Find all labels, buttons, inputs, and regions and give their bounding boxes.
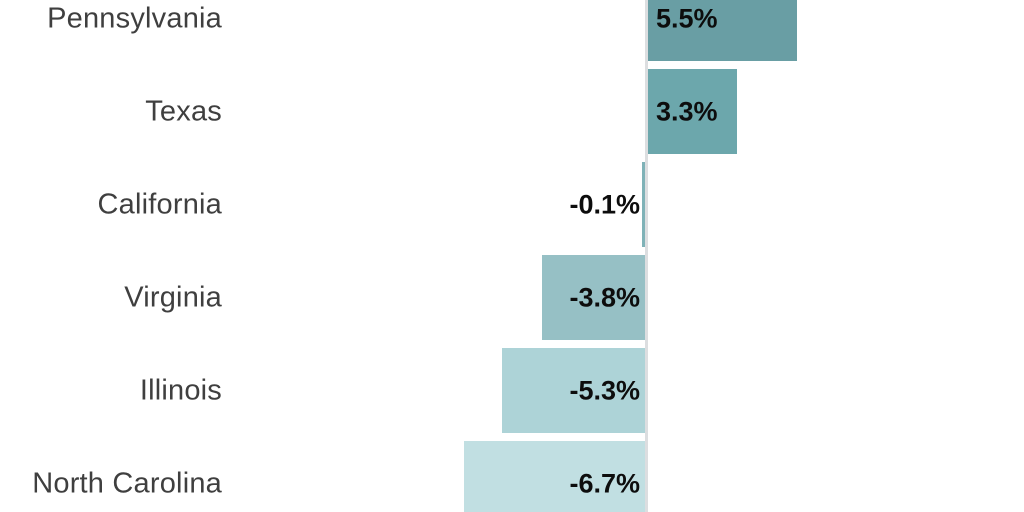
bar-north-carolina [464, 441, 645, 512]
value-label: -3.8% [569, 282, 640, 312]
value-label: -0.1% [569, 189, 640, 219]
category-label: California [97, 188, 222, 220]
category-label: Texas [145, 95, 222, 127]
category-label: Illinois [139, 374, 222, 406]
bar-virginia [542, 255, 645, 340]
bar-california [642, 162, 645, 247]
bar-texas [648, 69, 738, 154]
value-label: -5.3% [569, 375, 640, 405]
value-label: 5.5% [656, 3, 718, 33]
value-label: -6.7% [569, 468, 640, 498]
bar-pennsylvania [648, 0, 797, 61]
bar-illinois [501, 348, 645, 433]
category-label: North Carolina [32, 467, 222, 499]
zero-baseline-axis-line [645, 0, 648, 512]
category-label: Virginia [124, 281, 222, 313]
value-label: 3.3% [656, 96, 718, 126]
category-label: Pennsylvania [47, 2, 222, 34]
